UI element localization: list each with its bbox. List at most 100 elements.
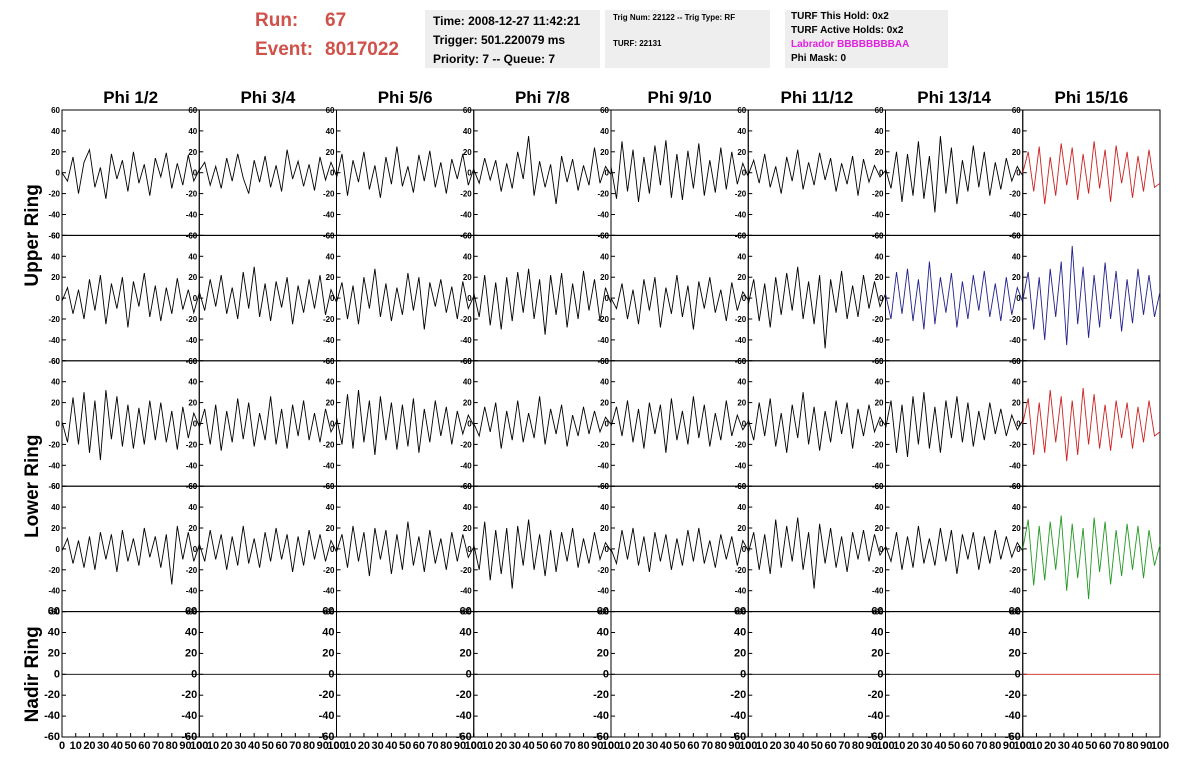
y-tick-label: -40: [48, 587, 60, 596]
y-tick-label: 0: [56, 169, 61, 178]
waveform: [610, 527, 749, 572]
waveform: [336, 390, 475, 455]
info-text: TURF Active Holds: 0x2: [791, 25, 904, 36]
y-tick-label: 40: [51, 252, 60, 261]
y-tick-label: 60: [463, 482, 472, 491]
x-tick-label: 50: [1085, 740, 1097, 752]
x-tick-label: 0: [745, 740, 751, 752]
y-tick-label: -20: [1005, 689, 1021, 701]
y-tick-label: 20: [463, 524, 472, 533]
column-header: Phi 1/2: [103, 88, 158, 107]
y-tick-label: 40: [600, 252, 609, 261]
y-tick-label: -60: [868, 731, 884, 743]
y-tick-label: 0: [467, 294, 472, 303]
waveform: [1022, 515, 1161, 600]
x-tick-label: 60: [962, 740, 974, 752]
y-tick-label: 60: [188, 357, 197, 366]
x-tick-label: 60: [550, 740, 562, 752]
column-header: Phi 3/4: [240, 88, 295, 107]
y-tick-label: 60: [737, 231, 746, 240]
y-tick-label: 40: [188, 378, 197, 387]
y-tick-label: 0: [742, 545, 747, 554]
x-tick-label: 40: [660, 740, 672, 752]
y-tick-label: 40: [188, 503, 197, 512]
x-tick-label: 30: [97, 740, 109, 752]
waveform: [1022, 141, 1161, 205]
x-tick-label: 80: [166, 740, 178, 752]
x-tick-label: 80: [303, 740, 315, 752]
panel-frame: [1022, 485, 1161, 613]
y-tick-label: 60: [737, 482, 746, 491]
x-tick-label: 30: [646, 740, 658, 752]
event-label: Event:: [255, 39, 314, 60]
y-tick-label: 0: [742, 420, 747, 429]
y-tick-label: -20: [593, 689, 609, 701]
y-tick-label: 40: [1012, 503, 1021, 512]
info-text: Time: 2008-12-27 11:42:21: [433, 14, 581, 28]
x-tick-label: 60: [275, 740, 287, 752]
y-tick-label: 20: [734, 647, 746, 659]
y-tick-label: 60: [1012, 357, 1021, 366]
y-tick-label: 40: [597, 627, 609, 639]
y-tick-label: 60: [185, 606, 197, 618]
y-tick-label: -20: [1009, 566, 1021, 575]
y-tick-label: 20: [326, 148, 335, 157]
y-tick-label: -40: [597, 211, 609, 220]
x-tick-label: 10: [756, 740, 768, 752]
y-tick-label: -20: [868, 689, 884, 701]
y-tick-label: 0: [466, 668, 472, 680]
x-tick-label: 40: [523, 740, 535, 752]
y-tick-label: 0: [191, 668, 197, 680]
y-tick-label: 60: [600, 357, 609, 366]
y-tick-label: 60: [326, 231, 335, 240]
y-tick-label: 40: [48, 627, 60, 639]
y-tick-label: 60: [737, 357, 746, 366]
y-tick-label: -60: [593, 731, 609, 743]
y-tick-label: 60: [326, 357, 335, 366]
panel-frame: [1022, 360, 1161, 487]
y-tick-label: -40: [460, 587, 472, 596]
y-tick-label: -20: [186, 566, 198, 575]
y-tick-label: -20: [872, 315, 884, 324]
y-tick-label: 20: [326, 524, 335, 533]
x-tick-label: 60: [1099, 740, 1111, 752]
x-tick-label: 0: [882, 740, 888, 752]
waveform: [747, 392, 886, 453]
y-tick-label: -20: [1009, 190, 1021, 199]
y-tick-label: -20: [456, 689, 472, 701]
x-tick-label: 100: [1151, 740, 1169, 752]
x-tick-label: 100: [465, 740, 483, 752]
row-label: Lower Ring: [22, 434, 43, 537]
y-tick-label: 0: [1016, 420, 1021, 429]
y-tick-label: -40: [872, 211, 884, 220]
y-tick-label: 0: [330, 545, 335, 554]
x-tick-label: 20: [358, 740, 370, 752]
y-tick-label: 20: [326, 399, 335, 408]
y-tick-label: -20: [48, 440, 60, 449]
x-tick-label: 30: [921, 740, 933, 752]
y-tick-label: -40: [323, 461, 335, 470]
y-tick-label: 60: [1012, 106, 1021, 115]
y-tick-label: 60: [463, 231, 472, 240]
y-tick-label: 40: [737, 503, 746, 512]
y-tick-label: 0: [605, 545, 610, 554]
x-tick-label: 90: [866, 740, 878, 752]
waveform: [747, 149, 886, 196]
waveform: [747, 517, 886, 589]
y-tick-label: 20: [737, 273, 746, 282]
waveform: [198, 525, 337, 572]
y-tick-label: -20: [48, 190, 60, 199]
x-tick-label: 50: [674, 740, 686, 752]
info-text: TURF This Hold: 0x2: [791, 11, 889, 22]
y-tick-label: -40: [1009, 336, 1021, 345]
y-tick-label: -20: [735, 315, 747, 324]
x-tick-label: 60: [413, 740, 425, 752]
y-tick-label: 40: [1012, 127, 1021, 136]
x-tick-label: 0: [471, 740, 477, 752]
x-tick-label: 90: [179, 740, 191, 752]
y-tick-label: 20: [1009, 647, 1021, 659]
y-tick-label: 40: [463, 503, 472, 512]
waveform: [61, 148, 200, 199]
y-tick-label: 20: [188, 273, 197, 282]
y-tick-label: -40: [186, 336, 198, 345]
